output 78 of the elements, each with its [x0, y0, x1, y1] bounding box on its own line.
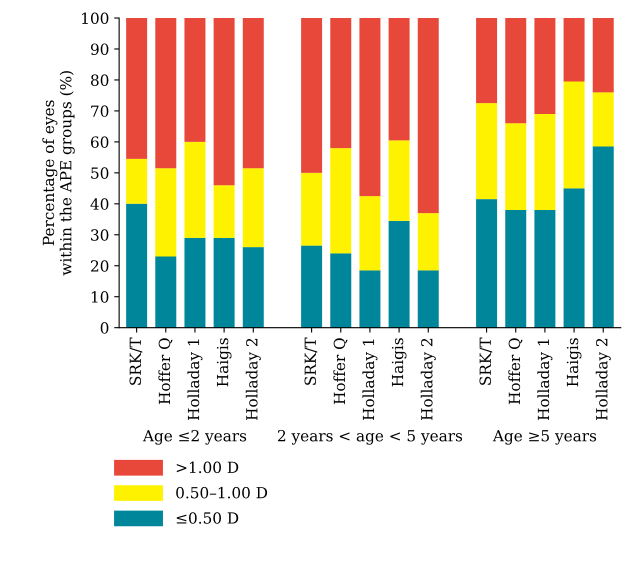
bar — [184, 238, 206, 328]
bar — [534, 114, 556, 210]
legend-label: ≤0.50 D — [176, 512, 238, 524]
bar — [214, 238, 235, 328]
bar — [301, 246, 322, 328]
bar — [242, 168, 264, 248]
y-tick-label: 30 — [91, 229, 108, 241]
bar — [330, 148, 352, 254]
bar — [126, 204, 148, 328]
bar — [184, 18, 206, 142]
x-tick-label: SRK/T — [304, 338, 318, 385]
bar — [418, 270, 439, 328]
bar — [418, 18, 439, 214]
x-tick-label: Holladay 2 — [420, 338, 436, 420]
legend-label: >1.00 D — [176, 462, 238, 474]
bar — [534, 210, 556, 328]
bar — [388, 140, 410, 221]
y-tick-label: 100 — [82, 12, 108, 24]
bar — [126, 158, 148, 204]
x-tick-label: SRK/T — [479, 338, 492, 385]
bar — [476, 199, 498, 328]
bar — [534, 18, 556, 114]
y-tick-label: 50 — [91, 167, 108, 179]
x-tick-label: Holladay 1 — [362, 340, 378, 420]
y-tick-label: 70 — [91, 105, 108, 117]
text: Age ≤2 years — [142, 430, 246, 445]
text: Age ≥5 years — [492, 430, 596, 445]
y-tick-label: 80 — [90, 74, 108, 86]
bar — [564, 188, 585, 328]
x-tick-label: Holladay 2 — [596, 338, 611, 420]
bar — [359, 270, 380, 328]
text: 2 years < age < 5 years — [278, 430, 462, 445]
y-tick-label: 40 — [90, 198, 108, 210]
x-tick-label: Hoffer Q — [508, 338, 522, 404]
x-tick-label: Holladay 1 — [187, 340, 202, 420]
bar — [214, 185, 235, 238]
y-tick-label: 90 — [90, 43, 108, 56]
bar — [592, 18, 614, 92]
x-tick-label: Haigis — [216, 338, 232, 386]
bar — [155, 168, 176, 256]
y-axis-title: Percentage of eyes within the APE groups (%) — [42, 71, 75, 276]
bar — [564, 18, 585, 82]
x-tick-label: SRK/T — [130, 338, 142, 385]
bar — [564, 81, 585, 188]
x-tick-label: Holladay 1 — [537, 340, 552, 420]
legend-label: 0.50–1.00 D — [176, 486, 268, 498]
y-tick-label: 20 — [91, 260, 108, 272]
bar — [184, 142, 206, 238]
bar — [505, 210, 526, 328]
bar — [592, 146, 614, 328]
bar — [126, 18, 148, 159]
bar — [214, 18, 235, 186]
x-tick-label: Haigis — [566, 338, 582, 386]
bar — [359, 18, 380, 196]
x-tick-label: Holladay 2 — [246, 338, 261, 420]
bar — [359, 196, 380, 270]
bar — [301, 172, 322, 246]
bar — [418, 213, 439, 270]
bar — [155, 256, 176, 328]
bar — [476, 103, 498, 200]
bar — [388, 18, 410, 140]
bar — [505, 123, 526, 210]
x-tick-label: Hoffer Q — [333, 338, 348, 404]
bar — [242, 247, 264, 328]
x-tick-label: Hoffer Q — [158, 338, 172, 404]
bar — [505, 18, 526, 124]
bar — [301, 18, 322, 173]
bar — [476, 18, 498, 104]
x-tick-label: Haigis — [392, 338, 406, 386]
y-tick-label: 10 — [92, 291, 108, 303]
bar — [242, 18, 264, 168]
bar — [330, 18, 352, 148]
bar — [155, 18, 176, 168]
bar — [592, 92, 614, 147]
bar — [330, 253, 352, 328]
y-tick-label: 60 — [90, 136, 108, 148]
bar — [388, 220, 410, 328]
y-tick-label: 0 — [100, 322, 108, 334]
